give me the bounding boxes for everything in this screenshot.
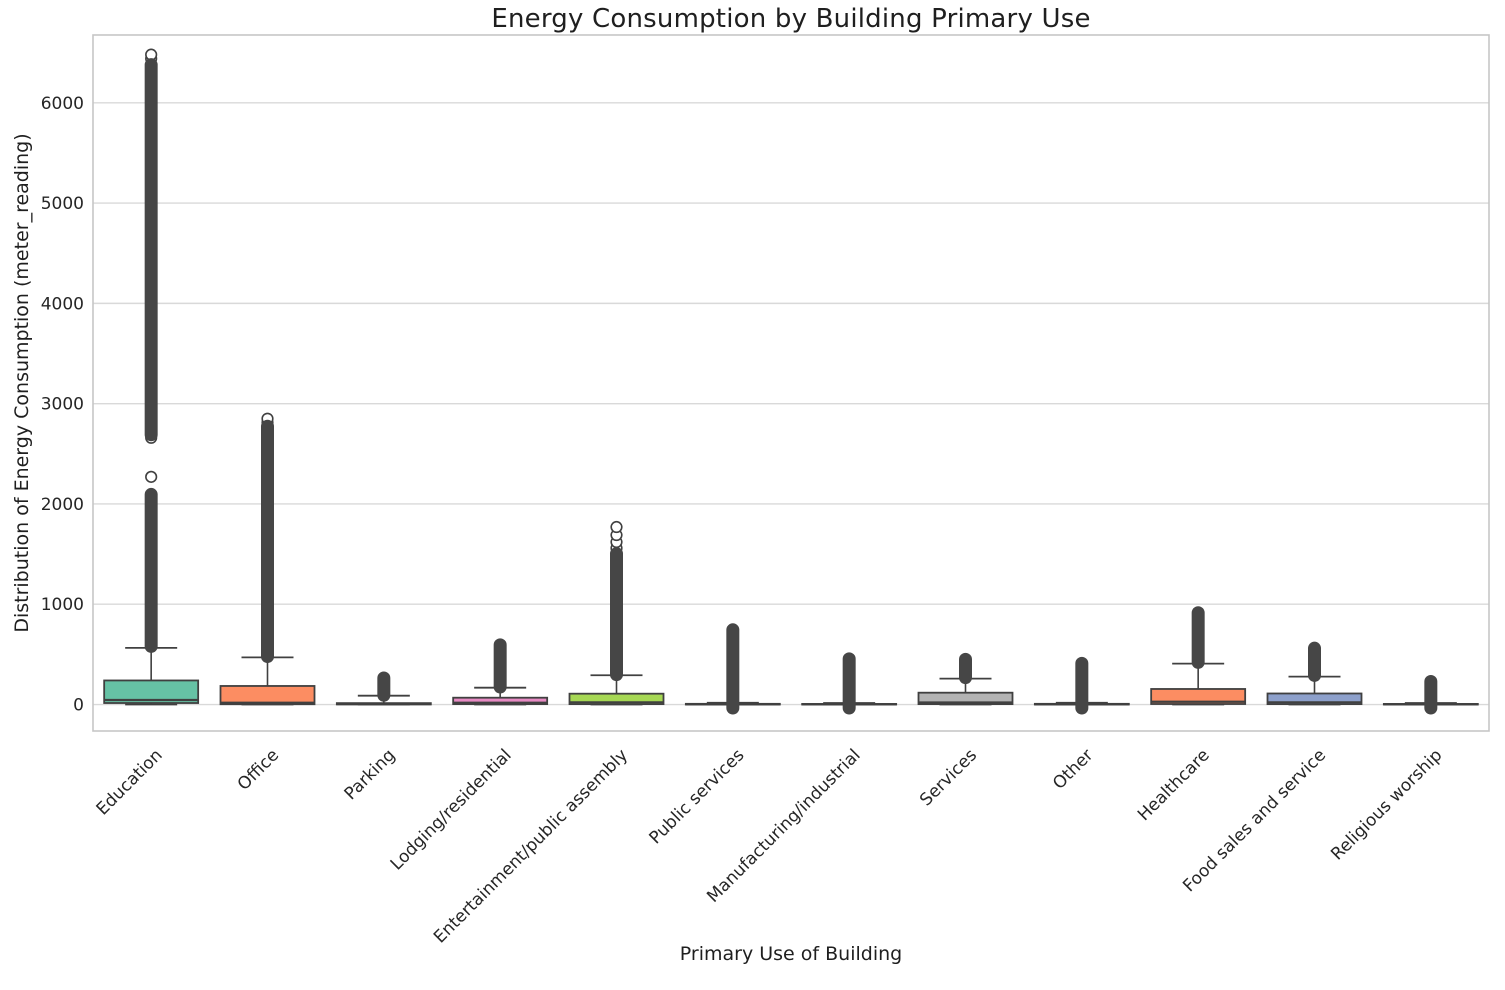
box-lodging-residential (452, 696, 549, 706)
y-tick-label: 3000 (41, 395, 84, 415)
y-axis-label: Distribution of Energy Consumption (mete… (11, 133, 33, 633)
x-tick-label-public-services: Public services (646, 745, 749, 848)
y-tick-label: 5000 (41, 194, 84, 214)
box-entertainment-public-assembly (568, 692, 665, 706)
outlier-circle-education (145, 470, 158, 483)
x-tick-label-healthcare: Healthcare (1134, 745, 1214, 825)
x-tick-label-services: Services (916, 745, 981, 810)
outlier-circle-entertainment-public-assembly (610, 520, 623, 534)
box-office (219, 685, 316, 706)
y-tick-label: 6000 (41, 94, 84, 114)
x-tick-label-entertainment-public-assembly: Entertainment/public assembly (430, 745, 632, 947)
box-healthcare (1150, 688, 1247, 705)
y-tick-label: 2000 (41, 495, 84, 515)
x-tick-label-other: Other (1049, 745, 1097, 793)
y-tick-label: 0 (73, 696, 84, 716)
x-axis-label: Primary Use of Building (679, 943, 903, 965)
x-tick-label-office: Office (234, 745, 283, 794)
chart-title: Energy Consumption by Building Primary U… (491, 4, 1091, 34)
box-services (917, 691, 1014, 706)
y-tick-label: 4000 (41, 294, 84, 314)
x-tick-label-education: Education (93, 745, 167, 819)
plot-border (92, 34, 1490, 732)
y-tick-label: 1000 (41, 595, 84, 615)
box-education (103, 679, 200, 704)
x-tick-label-parking: Parking (341, 745, 400, 804)
box-food-sales-and-service (1266, 692, 1363, 706)
x-tick-label-lodging-residential: Lodging/residential (387, 745, 516, 874)
x-tick-label-religious-worship: Religious worship (1327, 745, 1446, 864)
